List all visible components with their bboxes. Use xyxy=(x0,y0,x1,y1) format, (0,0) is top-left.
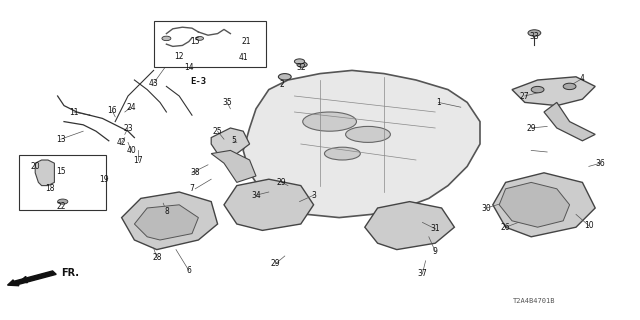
Text: 3: 3 xyxy=(311,191,316,200)
Circle shape xyxy=(278,74,291,80)
Text: 42: 42 xyxy=(116,138,127,147)
Text: 7: 7 xyxy=(189,184,195,193)
Text: 37: 37 xyxy=(417,269,428,278)
Bar xyxy=(154,21,266,67)
Ellipse shape xyxy=(324,147,360,160)
Circle shape xyxy=(162,36,171,41)
Text: 19: 19 xyxy=(99,175,109,184)
Text: 20: 20 xyxy=(30,162,40,171)
PathPatch shape xyxy=(211,128,250,154)
Text: 5: 5 xyxy=(231,136,236,145)
Text: 24: 24 xyxy=(126,103,136,112)
Text: 2: 2 xyxy=(279,80,284,89)
Circle shape xyxy=(528,30,541,36)
Text: 33: 33 xyxy=(529,32,540,41)
Text: 23: 23 xyxy=(123,124,133,132)
Text: 43: 43 xyxy=(148,79,159,88)
Text: 28: 28 xyxy=(152,253,161,262)
Ellipse shape xyxy=(303,112,356,131)
PathPatch shape xyxy=(512,77,595,106)
Text: 40: 40 xyxy=(126,146,136,155)
PathPatch shape xyxy=(243,70,480,218)
Text: 21: 21 xyxy=(242,37,251,46)
Text: 41: 41 xyxy=(238,53,248,62)
Text: 10: 10 xyxy=(584,221,594,230)
Text: 31: 31 xyxy=(430,224,440,233)
FancyArrow shape xyxy=(8,271,56,286)
Ellipse shape xyxy=(346,126,390,142)
PathPatch shape xyxy=(544,102,595,141)
Circle shape xyxy=(531,86,544,93)
Text: 13: 13 xyxy=(56,135,66,144)
Bar xyxy=(19,155,106,210)
Circle shape xyxy=(58,199,68,204)
Circle shape xyxy=(294,59,305,64)
Text: 15: 15 xyxy=(56,167,66,176)
Text: 16: 16 xyxy=(107,106,117,115)
Circle shape xyxy=(563,83,576,90)
Text: 34: 34 xyxy=(251,191,261,200)
Text: 9: 9 xyxy=(433,247,438,256)
Text: 30: 30 xyxy=(481,204,492,212)
Text: 29: 29 xyxy=(276,178,287,187)
PathPatch shape xyxy=(365,202,454,250)
Text: E-3: E-3 xyxy=(190,77,207,86)
Text: 22: 22 xyxy=(56,202,65,211)
PathPatch shape xyxy=(35,160,54,186)
Text: 8: 8 xyxy=(164,207,169,216)
Text: 14: 14 xyxy=(184,63,194,72)
Text: 15: 15 xyxy=(190,37,200,46)
PathPatch shape xyxy=(499,182,570,227)
PathPatch shape xyxy=(493,173,595,237)
Circle shape xyxy=(297,62,307,67)
Text: 32: 32 xyxy=(296,63,306,72)
Text: 25: 25 xyxy=(212,127,223,136)
Text: 6: 6 xyxy=(186,266,191,275)
Text: 35: 35 xyxy=(222,98,232,107)
Text: FR.: FR. xyxy=(61,268,79,278)
Text: 4: 4 xyxy=(580,74,585,83)
PathPatch shape xyxy=(122,192,218,250)
Text: 18: 18 xyxy=(45,184,54,193)
Text: 26: 26 xyxy=(500,223,511,232)
PathPatch shape xyxy=(224,179,314,230)
Text: 17: 17 xyxy=(132,156,143,164)
Text: 36: 36 xyxy=(595,159,605,168)
PathPatch shape xyxy=(211,150,256,182)
Text: T2A4B4701B: T2A4B4701B xyxy=(513,299,556,304)
Text: 11: 11 xyxy=(69,108,78,116)
PathPatch shape xyxy=(134,205,198,240)
Text: 29: 29 xyxy=(526,124,536,132)
Text: 12: 12 xyxy=(175,52,184,60)
Text: 29: 29 xyxy=(270,260,280,268)
Text: 1: 1 xyxy=(436,98,441,107)
Text: 38: 38 xyxy=(190,168,200,177)
Text: 27: 27 xyxy=(520,92,530,100)
Circle shape xyxy=(196,36,204,40)
